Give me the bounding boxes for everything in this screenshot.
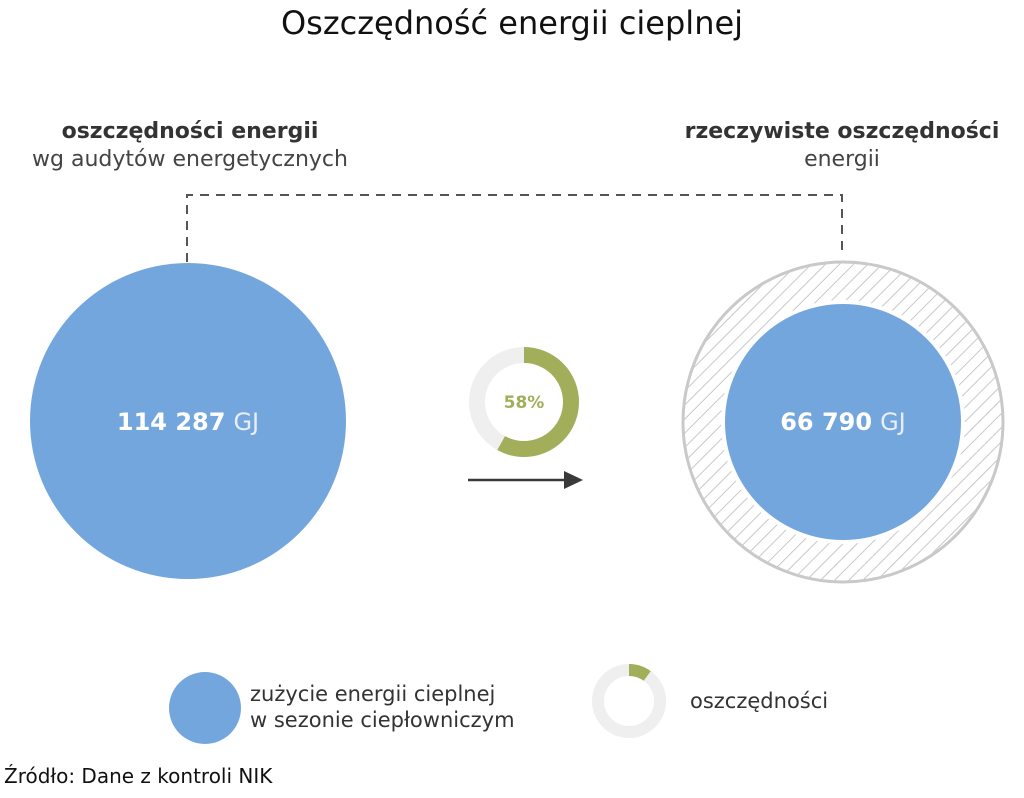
legend-savings-arc-icon	[592, 664, 666, 738]
left-heading-bold: oszczędności energii	[61, 119, 319, 144]
audit-savings-circle	[30, 263, 346, 579]
page-title: Oszczędność energii cieplnej	[280, 4, 744, 42]
source-note: Źródło: Dane z kontroli NIK	[4, 764, 273, 788]
left-heading-normal: wg audytów energetycznych	[32, 147, 348, 172]
right-heading-bold: rzeczywiste oszczędności	[684, 119, 1000, 144]
right-heading: rzeczywiste oszczędności energii	[660, 118, 1024, 174]
dashed-connector	[186, 194, 843, 262]
percent-ring-arc	[469, 347, 579, 457]
audit-savings-value: 114 287 GJ	[117, 408, 259, 436]
legend-consumption-line2: w sezonie ciepłowniczym	[250, 708, 515, 732]
left-heading: oszczędności energii wg audytów energety…	[0, 118, 380, 174]
right-heading-normal: energii	[804, 147, 880, 172]
legend-consumption-icon	[169, 672, 241, 744]
arrow-head-icon	[564, 471, 583, 489]
legend-consumption-label: zużycie energii cieplnej w sezonie ciepł…	[250, 681, 515, 733]
legend-consumption-line1: zużycie energii cieplnej	[250, 682, 496, 706]
legend-savings-ring-track-icon	[592, 664, 666, 738]
actual-savings-value: 66 790 GJ	[780, 408, 906, 436]
legend-savings-label: oszczędności	[690, 689, 829, 713]
percent-label: 58%	[504, 393, 545, 413]
actual-savings-circle	[721, 300, 965, 544]
